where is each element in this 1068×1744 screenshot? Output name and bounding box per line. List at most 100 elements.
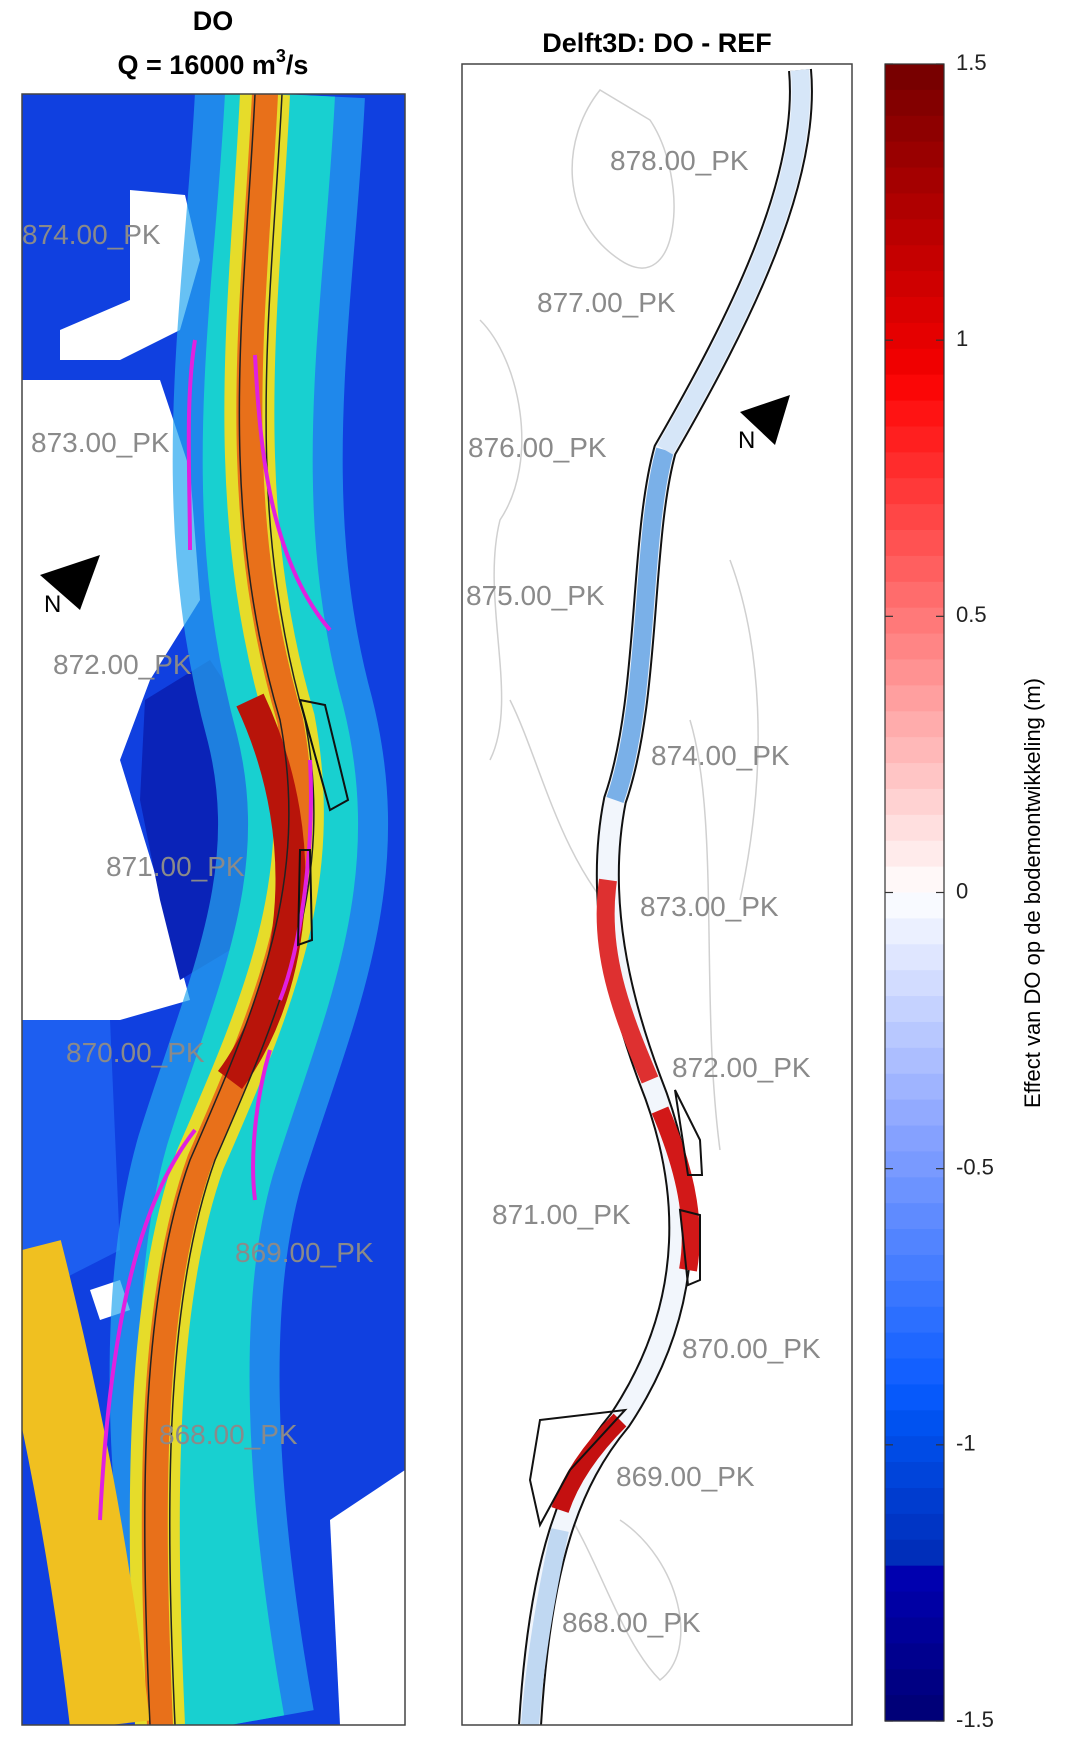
right-frame (461, 63, 853, 1726)
pk-label: 868.00_PK (159, 1419, 298, 1450)
colorbar-band (885, 167, 944, 195)
colorbar-band (885, 970, 944, 997)
colorbar-band (885, 297, 944, 324)
colorbar-band (885, 193, 944, 220)
colorbar-band (885, 581, 944, 609)
colorbar-band (885, 607, 944, 635)
colorbar-band (885, 1177, 944, 1204)
colorbar-band (885, 530, 944, 557)
colorbar-tick-label: -0.5 (956, 1154, 994, 1179)
colorbar-band (885, 1358, 944, 1386)
colorbar-band (885, 1280, 944, 1308)
colorbar-band (885, 1539, 944, 1567)
colorbar-band (885, 1513, 944, 1541)
colorbar-band (885, 141, 944, 169)
colorbar-band (885, 711, 944, 738)
colorbar-band (885, 504, 944, 531)
colorbar-band (885, 1695, 944, 1722)
colorbar-band (885, 426, 944, 453)
pk-label: 872.00_PK (53, 649, 192, 680)
colorbar-band (885, 1047, 944, 1075)
pk-label: 873.00_PK (31, 427, 170, 458)
colorbar-band (885, 1203, 944, 1230)
north-label: N (738, 427, 755, 454)
colorbar-label: Effect van DO op de bodemontwikkeling (m… (1020, 678, 1045, 1108)
colorbar-band (885, 788, 944, 816)
colorbar-band (885, 840, 944, 868)
left-subtitle: Q = 16000 m3/s (118, 46, 309, 80)
colorbar-band (885, 1591, 944, 1619)
right-title: Delft3D: DO - REF (542, 28, 772, 58)
colorbar-tick-label: 1.5 (956, 50, 987, 75)
right-north-arrow: N (738, 395, 790, 454)
colorbar-band (885, 374, 944, 402)
pk-label: 877.00_PK (537, 287, 676, 318)
left-north-arrow: N (40, 555, 100, 618)
colorbar-tick-label: 1 (956, 326, 968, 351)
right-map (462, 64, 852, 1725)
colorbar-band (885, 555, 944, 583)
colorbar-band (885, 400, 944, 428)
colorbar-band (885, 348, 944, 376)
colorbar-band (885, 322, 944, 350)
pk-label: 870.00_PK (66, 1037, 205, 1068)
colorbar-band (885, 1617, 944, 1644)
colorbar-band (885, 1254, 944, 1282)
left-title: DO (193, 6, 234, 36)
colorbar-tick-label: -1 (956, 1431, 976, 1456)
colorbar-band (885, 478, 944, 505)
colorbar: 1.5 1 0.5 0 -0.5 -1 -1.5 (884, 50, 994, 1732)
colorbar-band (885, 763, 944, 790)
pk-label: 876.00_PK (468, 432, 607, 463)
colorbar-band (885, 1073, 944, 1101)
colorbar-band (885, 1332, 944, 1360)
colorbar-band (885, 64, 944, 91)
colorbar-band (885, 1436, 944, 1463)
pk-label: 868.00_PK (562, 1607, 701, 1638)
pk-label: 872.00_PK (672, 1052, 811, 1083)
colorbar-band (885, 737, 944, 764)
colorbar-band (885, 1099, 944, 1127)
colorbar-band (885, 1410, 944, 1437)
colorbar-band (885, 633, 944, 661)
colorbar-band (885, 918, 944, 945)
colorbar-band (885, 892, 944, 919)
colorbar-band (885, 1384, 944, 1411)
colorbar-band (885, 1565, 944, 1593)
colorbar-tick-label: 0 (956, 878, 968, 903)
colorbar-tick-label: -1.5 (956, 1707, 994, 1732)
colorbar-band (885, 1462, 944, 1489)
colorbar-band (885, 1669, 944, 1696)
colorbar-band (885, 866, 944, 894)
colorbar-band (885, 1021, 944, 1049)
pk-label: 870.00_PK (682, 1333, 821, 1364)
left-pk-labels: 874.00_PK 873.00_PK 872.00_PK 871.00_PK 870.… (22, 219, 374, 1450)
pk-label: 871.00_PK (106, 851, 245, 882)
colorbar-band (885, 1306, 944, 1334)
left-map (22, 94, 405, 1725)
colorbar-band (885, 814, 944, 842)
colorbar-band (885, 1487, 944, 1515)
colorbar-band (885, 996, 944, 1023)
colorbar-band (885, 271, 944, 298)
pk-label: 869.00_PK (616, 1461, 755, 1492)
colorbar-band (885, 219, 944, 246)
pk-label: 869.00_PK (235, 1237, 374, 1268)
colorbar-band (885, 1643, 944, 1670)
pk-label: 874.00_PK (651, 740, 790, 771)
colorbar-band (885, 1229, 944, 1256)
colorbar-band (885, 245, 944, 272)
north-label: N (44, 591, 61, 618)
pk-label: 873.00_PK (640, 891, 779, 922)
pk-label: 875.00_PK (466, 580, 605, 611)
right-pk-labels: 878.00_PK 877.00_PK 876.00_PK 875.00_PK 874.… (466, 145, 821, 1638)
left-frame (21, 93, 406, 1726)
colorbar-band (885, 685, 944, 712)
colorbar-band (885, 944, 944, 971)
colorbar-band (885, 452, 944, 479)
colorbar-band (885, 89, 944, 117)
colorbar-tick-label: 0.5 (956, 602, 987, 627)
colorbar-band (885, 1151, 944, 1178)
colorbar-band (885, 115, 944, 143)
